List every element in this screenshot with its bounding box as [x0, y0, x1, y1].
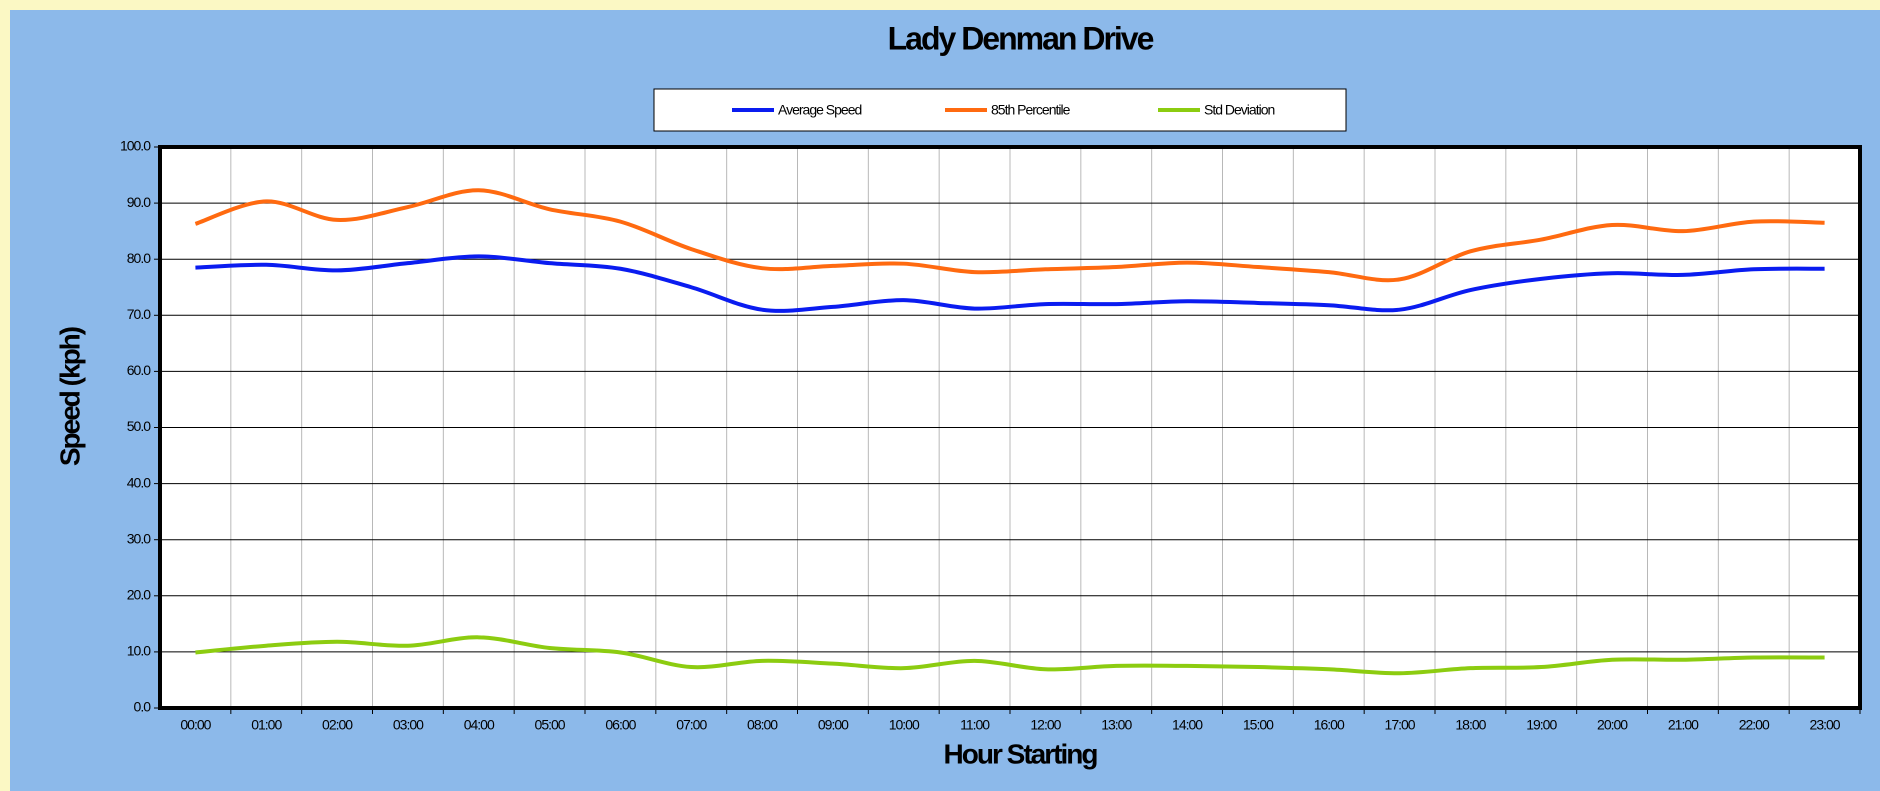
legend-label: Average Speed — [778, 102, 861, 118]
y-axis-label: Speed (kph) — [54, 327, 85, 466]
x-tick-label: 20:00 — [1597, 717, 1628, 733]
x-tick-label: 02:00 — [322, 717, 353, 733]
x-tick-label: 12:00 — [1030, 717, 1061, 733]
x-tick-label: 21:00 — [1668, 717, 1699, 733]
x-tick-label: 13:00 — [1101, 717, 1132, 733]
series-line — [195, 635, 1825, 676]
x-tick-label: 08:00 — [747, 717, 778, 733]
x-tick-label: 22:00 — [1739, 717, 1770, 733]
x-tick-label: 17:00 — [1385, 717, 1416, 733]
y-tick-label: 100.0 — [120, 138, 151, 154]
x-axis-label: Hour Starting — [944, 738, 1098, 769]
x-tick-label: 00:00 — [180, 717, 211, 733]
y-tick-label: 10.0 — [127, 643, 151, 659]
y-tick-label: 40.0 — [127, 474, 151, 490]
chart-title: Lady Denman Drive — [888, 20, 1154, 56]
x-tick-label: 05:00 — [535, 717, 566, 733]
y-tick-label: 0.0 — [134, 699, 152, 715]
x-tick-label: 07:00 — [676, 717, 707, 733]
x-tick-label: 09:00 — [818, 717, 849, 733]
y-tick-label: 90.0 — [127, 194, 151, 210]
x-tick-label: 10:00 — [889, 717, 920, 733]
x-tick-label: 14:00 — [1172, 717, 1203, 733]
x-tick-label: 15:00 — [1243, 717, 1274, 733]
y-tick-label: 20.0 — [127, 587, 151, 603]
y-tick-label: 80.0 — [127, 250, 151, 266]
x-tick-label: 16:00 — [1314, 717, 1345, 733]
x-tick-label: 06:00 — [605, 717, 636, 733]
x-tick-label: 03:00 — [393, 717, 424, 733]
y-tick-label: 50.0 — [127, 418, 151, 434]
series-line — [195, 254, 1825, 313]
x-tick-label: 11:00 — [960, 717, 990, 733]
y-tick-label: 60.0 — [127, 362, 151, 378]
x-tick-label: 04:00 — [464, 717, 495, 733]
x-tick-label: 23:00 — [1810, 717, 1841, 733]
x-tick-label: 19:00 — [1526, 717, 1557, 733]
plot-border — [158, 145, 1862, 710]
legend-label: Std Deviation — [1204, 102, 1274, 118]
x-tick-label: 01:00 — [251, 717, 282, 733]
x-tick-label: 18:00 — [1455, 717, 1486, 733]
series-line — [194, 188, 1825, 283]
y-tick-label: 70.0 — [127, 306, 151, 322]
y-tick-label: 30.0 — [127, 530, 151, 546]
legend-label: 85th Percentile — [991, 102, 1071, 118]
